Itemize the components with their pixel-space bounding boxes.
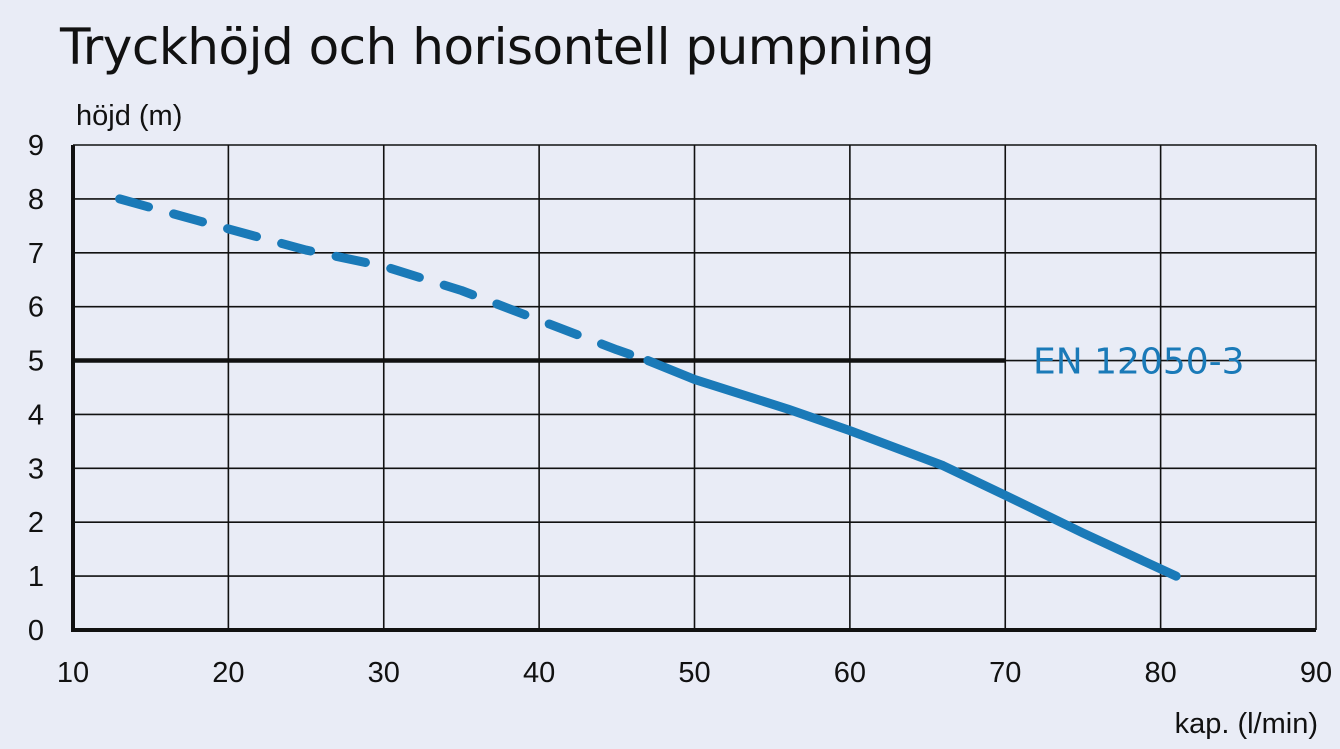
x-axis-label: kap. (l/min) [1175,708,1318,740]
y-tick-label: 8 [28,184,44,216]
y-tick-label: 0 [28,615,44,647]
chart-title: Tryckhöjd och horisontell pumpning [60,18,935,76]
x-tick-label: 50 [678,657,710,689]
grid [73,144,1317,630]
y-tick-label: 9 [28,130,44,162]
y-tick-label: 2 [28,507,44,539]
y-tick-label: 6 [28,292,44,324]
reference-line-group: EN 12050-3 [73,342,1245,383]
y-tick-label: 4 [28,399,44,431]
series-line-solid [643,356,1181,581]
x-tick-label: 10 [57,657,89,689]
series-line-dashed [115,194,653,366]
reference-line-label: EN 12050-3 [1033,342,1245,383]
y-tick-label: 3 [28,453,44,485]
y-tick-label: 5 [28,346,44,378]
x-tick-label: 40 [523,657,555,689]
y-tick-label: 7 [28,238,44,270]
x-tick-label: 30 [368,657,400,689]
axes [71,145,1316,632]
x-tick-label: 90 [1300,657,1332,689]
x-tick-label: 80 [1144,657,1176,689]
y-tick-label: 1 [28,561,44,593]
tick-labels: 10 20 30 40 50 60 70 80 90 0 1 2 3 4 5 6 7 8 9 [28,130,1332,689]
x-tick-label: 70 [989,657,1021,689]
y-axis-label: höjd (m) [76,100,182,132]
x-tick-label: 60 [834,657,866,689]
x-tick-label: 20 [212,657,244,689]
series-group [115,194,1181,581]
